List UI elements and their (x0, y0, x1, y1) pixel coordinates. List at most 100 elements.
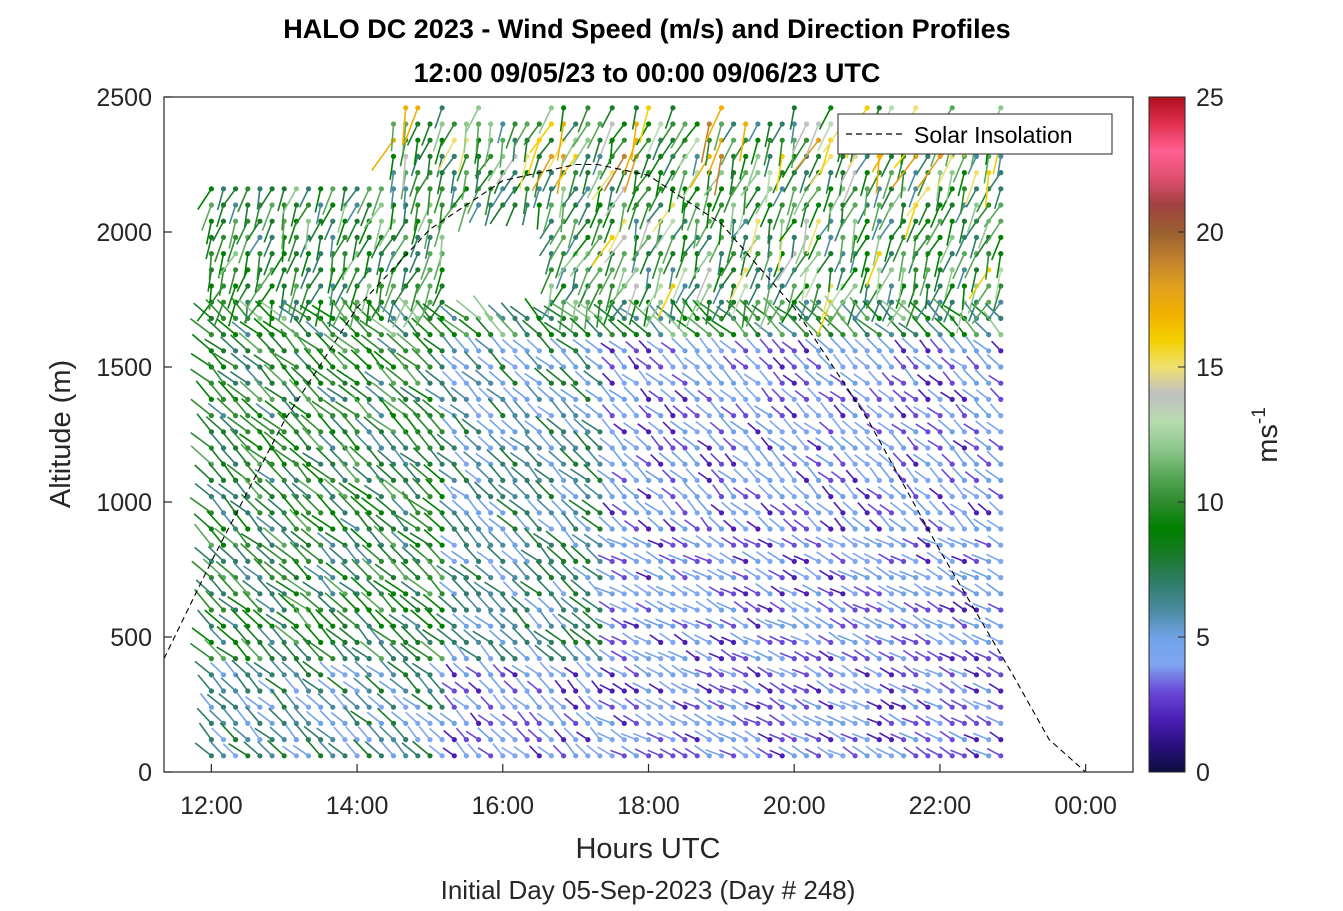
wind-barb-shaft (676, 172, 686, 200)
wind-barb-point (646, 639, 652, 646)
wind-barb-shaft (379, 725, 395, 741)
wind-barb-shaft (826, 715, 844, 725)
wind-barb-point (269, 234, 275, 240)
wind-barb-shaft (595, 568, 613, 579)
wind-barb-point (743, 688, 749, 694)
wind-barb-point (561, 704, 567, 710)
wind-barb-point (901, 396, 907, 402)
wind-barb-shaft (623, 452, 637, 465)
wind-barb-point (828, 542, 834, 548)
wind-barb-shaft (839, 204, 856, 229)
wind-barb-shaft (563, 529, 577, 546)
wind-barb-shaft (487, 479, 504, 498)
wind-barb-shaft (609, 666, 625, 676)
wind-barb-point (220, 283, 227, 289)
wind-barb-point (816, 639, 822, 646)
wind-barb-shaft (632, 139, 650, 163)
wind-barb-point (427, 737, 433, 743)
wind-barb-shaft (787, 314, 808, 336)
wind-barb-point (354, 720, 360, 727)
wind-barb-shaft (880, 299, 905, 320)
wind-barb-point (913, 720, 919, 727)
wind-barb-point (658, 445, 664, 451)
wind-barb-point (220, 186, 227, 192)
wind-barb-point (548, 380, 555, 386)
wind-barb-point (646, 380, 652, 386)
wind-barb-point (548, 510, 555, 516)
wind-barb-shaft (540, 269, 553, 295)
wind-barb-point (901, 299, 907, 305)
wind-barb-point (876, 348, 882, 354)
wind-barb-shaft (549, 433, 565, 449)
wind-barb-shaft (489, 642, 504, 660)
wind-barb-point (816, 461, 822, 467)
wind-barb-point (961, 494, 968, 500)
wind-barb-shaft (406, 123, 419, 146)
wind-barb-point (439, 299, 445, 305)
wind-barb-point (876, 413, 882, 419)
wind-barb-point (390, 332, 397, 338)
wind-barb-shaft (975, 401, 990, 417)
wind-barb-point (913, 218, 919, 224)
wind-barb-point (573, 704, 579, 710)
wind-barb-point (901, 283, 907, 289)
wind-barb-shaft (387, 661, 407, 676)
wind-barb-point (305, 251, 312, 257)
wind-barb-shaft (375, 514, 394, 530)
wind-barb-point (743, 445, 749, 451)
wind-barb-shaft (880, 353, 893, 368)
wind-barb-point (767, 461, 773, 467)
wind-barb-shaft (706, 598, 722, 611)
wind-barb-shaft (204, 638, 225, 660)
wind-barb-shaft (546, 546, 565, 562)
wind-barb-shaft (719, 389, 735, 401)
wind-barb-point (415, 542, 421, 548)
wind-barb-shaft (305, 710, 322, 725)
wind-barb-point (986, 526, 992, 532)
wind-barb-point (718, 558, 725, 565)
wind-barb-point (548, 623, 555, 629)
wind-barb-point (633, 121, 640, 127)
wind-barb-point (876, 105, 882, 111)
wind-barb-point (390, 656, 397, 662)
wind-barb-point (901, 267, 907, 273)
wind-barb-point (366, 332, 372, 338)
wind-barb-point (378, 753, 384, 759)
wind-barb-point (463, 639, 469, 646)
wind-barb-point (585, 753, 591, 759)
wind-barb-point (816, 526, 822, 532)
wind-barb-point (524, 413, 530, 419)
wind-barb-point (488, 202, 494, 208)
wind-barb-shaft (900, 696, 917, 708)
wind-barb-point (451, 445, 457, 451)
wind-barb-point (925, 202, 931, 208)
wind-barb-shaft (936, 156, 953, 188)
wind-barb-shaft (329, 448, 346, 465)
wind-barb-shaft (746, 204, 759, 225)
wind-barb-point (415, 105, 421, 111)
wind-barb-point (731, 672, 737, 678)
wind-barb-shaft (317, 412, 334, 433)
wind-barb-shaft (436, 564, 455, 579)
wind-barb-shaft (263, 237, 273, 258)
wind-barb-point (463, 364, 469, 370)
wind-barb-shaft (647, 204, 662, 223)
wind-barb-point (512, 688, 518, 694)
wind-barb-point (609, 267, 615, 273)
wind-barb-shaft (499, 140, 504, 168)
wind-barb-point (597, 575, 603, 581)
wind-barb-point (961, 461, 968, 467)
wind-barb-point (937, 153, 943, 159)
wind-barb-point (633, 672, 640, 678)
wind-barb-shaft (609, 586, 625, 595)
wind-barb-shaft (513, 354, 528, 368)
wind-barb-shaft (257, 696, 273, 708)
wind-barb-point (937, 170, 943, 176)
wind-barb-shaft (874, 635, 892, 644)
wind-barb-shaft (465, 512, 480, 530)
wind-barb-shaft (681, 172, 698, 200)
wind-barb-point (888, 526, 895, 532)
wind-barb-point (852, 445, 858, 451)
wind-barb-shaft (786, 188, 796, 216)
wind-barb-shaft (501, 338, 516, 352)
